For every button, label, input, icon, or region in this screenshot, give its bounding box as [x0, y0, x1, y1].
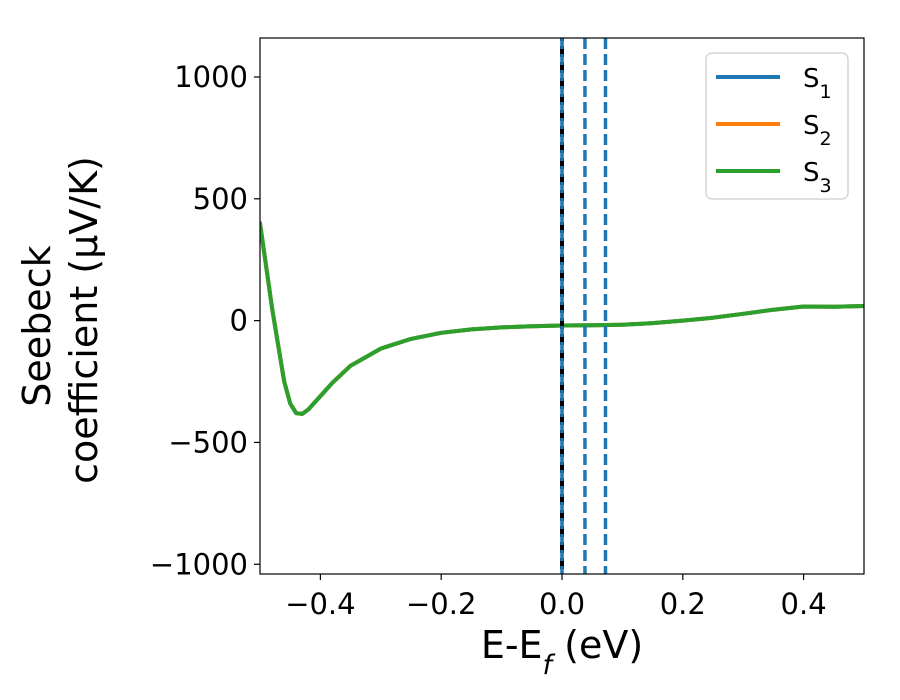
- y-axis-label-line-2: coefficient (μV/K): [62, 156, 106, 484]
- x-tick-label: −0.4: [285, 587, 355, 621]
- y-tick-label: 500: [193, 182, 248, 216]
- y-tick-label: −500: [168, 425, 248, 459]
- legend: S1 S2 S3: [705, 52, 849, 200]
- vertical-reference-lines: [560, 38, 608, 574]
- legend-entry-label: S2: [803, 111, 832, 150]
- x-axis-ticks: −0.4 −0.2 0.0 0.2 0.4: [285, 574, 827, 621]
- plot-area: [260, 221, 864, 416]
- y-tick-label: 1000: [174, 60, 248, 94]
- legend-entry-label: S1: [803, 64, 832, 103]
- x-axis-label: E-Ef (eV): [481, 623, 643, 681]
- x-tick-label: −0.2: [406, 587, 476, 621]
- y-tick-label: 0: [230, 304, 248, 338]
- series-line-3: [260, 221, 864, 416]
- x-tick-label: 0.4: [781, 587, 827, 621]
- legend-entry-label: S3: [803, 158, 832, 197]
- x-tick-label: 0.2: [660, 587, 706, 621]
- y-axis-label: Seebeck coefficient (μV/K): [15, 156, 106, 484]
- y-axis-label-line-1: Seebeck: [15, 245, 59, 406]
- y-tick-label: −1000: [150, 547, 248, 581]
- x-tick-label: 0.0: [539, 587, 585, 621]
- y-axis-ticks: 1000 500 0 −500 −1000: [150, 60, 260, 581]
